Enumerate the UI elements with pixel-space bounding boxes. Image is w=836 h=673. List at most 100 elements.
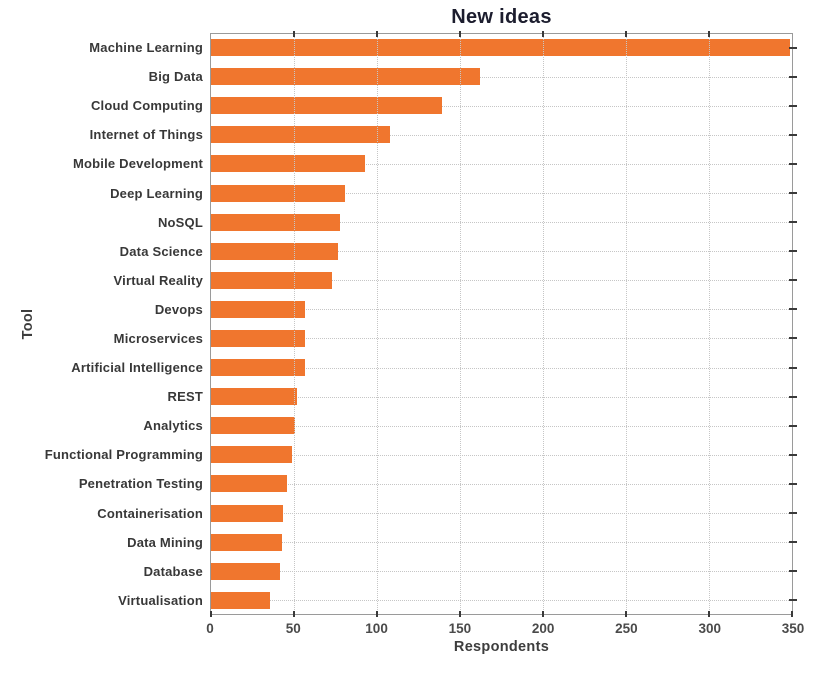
bar [210,417,295,435]
category-label: Containerisation [97,505,203,521]
bar [210,155,365,173]
bar [210,97,442,115]
x-tick-label: 350 [781,621,805,636]
bar-track [210,411,797,440]
y-axis-label: Tool [20,308,36,340]
category-label: Artificial Intelligence [71,360,203,376]
bar-row: REST [0,382,797,411]
category-label: REST [167,389,203,405]
row-gridline [210,425,793,427]
bar-track [210,440,797,469]
right-tick-mark [789,395,797,398]
category-label: Virtualisation [118,592,203,608]
bar-row: Penetration Testing [0,469,797,498]
bar-row: Database [0,557,797,586]
x-tick-label: 200 [531,621,555,636]
bar-row: Virtual Reality [0,266,797,295]
bar-track [210,33,797,62]
row-gridline [210,251,793,253]
category-label: Database [143,563,203,579]
right-tick-mark [789,424,797,427]
bar-track [210,91,797,120]
right-tick-mark [789,104,797,107]
x-tick-label: 100 [365,621,388,636]
bar [210,504,284,522]
bar-track [210,237,797,266]
category-label: Functional Programming [44,447,203,463]
bar [210,562,280,580]
right-tick-mark [789,366,797,369]
bar [210,329,305,347]
bar-track [210,149,797,178]
x-axis-label: Respondents [453,639,550,655]
row-gridline [210,542,793,544]
bar-track [210,382,797,411]
bar-row: Functional Programming [0,440,797,469]
right-tick-mark [789,512,797,515]
bar [210,126,390,144]
row-gridline [210,222,793,224]
right-tick-mark [789,221,797,224]
category-label: Microservices [113,330,203,346]
row-gridline [210,76,793,78]
right-tick-mark [789,337,797,340]
bar [210,39,790,57]
row-gridline [210,483,793,485]
category-label: Penetration Testing [78,476,203,492]
bar-row: Mobile Development [0,149,797,178]
bar-row: Artificial Intelligence [0,353,797,382]
right-tick-mark [789,133,797,136]
bar-track [210,178,797,207]
bar [210,242,339,260]
bar [210,359,305,377]
bar [210,591,270,609]
category-label: Data Mining [127,534,203,550]
right-tick-mark [789,162,797,165]
x-tick-labels: 0 50 100 150 200 250 300 350 [206,621,804,637]
row-gridline [210,163,793,165]
right-tick-mark [789,599,797,602]
category-label: Mobile Development [72,156,203,172]
right-tick-mark [789,192,797,195]
bar-track [210,586,797,615]
bar-row: Machine Learning [0,33,797,62]
bar [210,533,282,551]
category-label: Analytics [143,418,203,434]
right-tick-mark [789,308,797,311]
row-gridline [210,309,793,311]
bar [210,388,297,406]
row-gridline [210,193,793,195]
bar-row: Cloud Computing [0,91,797,120]
bar-row: Microservices [0,324,797,353]
bar-rows: Machine Learning Big Data Cloud Computing I… [0,33,797,615]
row-gridline [210,134,793,136]
bar-track [210,469,797,498]
bar-row: Deep Learning [0,178,797,207]
bar-row: Analytics [0,411,797,440]
bar [210,300,305,318]
bar-track [210,266,797,295]
bar-track [210,120,797,149]
category-label: Internet of Things [89,127,203,143]
x-tick-label: 0 [206,621,214,636]
bar [210,68,480,86]
right-tick-mark [789,46,797,49]
row-gridline [210,280,793,282]
right-tick-mark [789,453,797,456]
bar-track [210,557,797,586]
bar [210,213,340,231]
bar [210,184,345,202]
row-gridline [210,396,793,398]
row-gridline [210,600,793,602]
bar-row: Devops [0,295,797,324]
row-gridline [210,571,793,573]
bar-row: Data Science [0,237,797,266]
bar-track [210,295,797,324]
category-label: Devops [154,301,203,317]
bar-track [210,324,797,353]
bar-track [210,208,797,237]
right-tick-mark [789,75,797,78]
category-label: Cloud Computing [90,98,203,114]
row-gridline [210,105,793,107]
